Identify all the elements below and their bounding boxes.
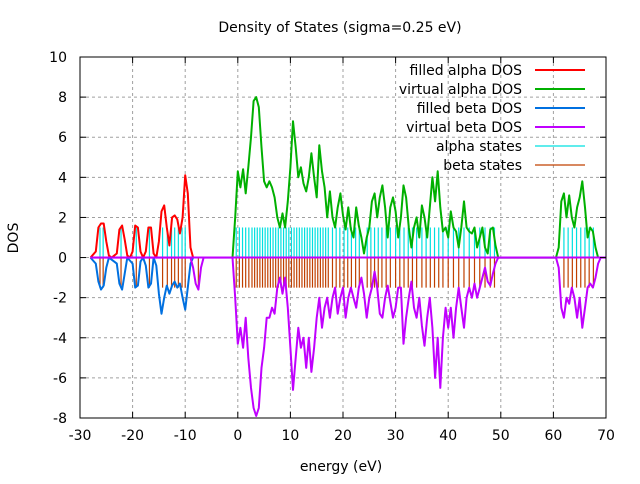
line-filled-beta-DOS bbox=[89, 256, 195, 315]
legend-label: alpha states bbox=[436, 139, 522, 155]
y-tick-label: -8 bbox=[53, 411, 67, 427]
x-axis-label: energy (eV) bbox=[300, 459, 382, 475]
x-tick-label: 10 bbox=[281, 428, 299, 444]
legend-label: filled beta DOS bbox=[417, 101, 522, 117]
y-axis-label: DOS bbox=[6, 223, 22, 254]
x-tick-label: -20 bbox=[121, 428, 144, 444]
y-tick-label: -2 bbox=[53, 291, 67, 307]
line-virtual-alpha-DOS bbox=[231, 96, 600, 259]
legend-label: filled alpha DOS bbox=[410, 63, 523, 79]
x-tick-label: 60 bbox=[544, 428, 562, 444]
legend-label: virtual beta DOS bbox=[406, 120, 522, 136]
y-tick-label: -4 bbox=[53, 331, 67, 347]
x-tick-label: 50 bbox=[492, 428, 510, 444]
x-tick-label: 30 bbox=[387, 428, 405, 444]
y-tick-label: 6 bbox=[58, 130, 67, 146]
y-tick-label: 8 bbox=[58, 90, 67, 106]
y-tick-label: 4 bbox=[58, 170, 67, 186]
y-tick-label: 2 bbox=[58, 210, 67, 226]
x-tick-label: 40 bbox=[439, 428, 457, 444]
x-tick-label: 20 bbox=[334, 428, 352, 444]
y-tick-label: 0 bbox=[58, 251, 67, 267]
x-tick-label: 70 bbox=[597, 428, 615, 444]
x-tick-label: 0 bbox=[233, 428, 242, 444]
x-tick-label: -10 bbox=[174, 428, 197, 444]
y-tick-label: -6 bbox=[53, 371, 67, 387]
line-virtual-beta-DOS bbox=[90, 256, 606, 417]
y-tick-label: 10 bbox=[49, 50, 67, 66]
legend-label: virtual alpha DOS bbox=[399, 82, 522, 98]
series-group bbox=[89, 96, 606, 417]
legend-label: beta states bbox=[443, 158, 522, 174]
line-filled-alpha-DOS bbox=[89, 174, 195, 259]
legend: filled alpha DOS virtual alpha DOS filled … bbox=[399, 63, 585, 174]
chart-title: Density of States (sigma=0.25 eV) bbox=[218, 20, 461, 36]
x-tick-label: -30 bbox=[69, 428, 92, 444]
